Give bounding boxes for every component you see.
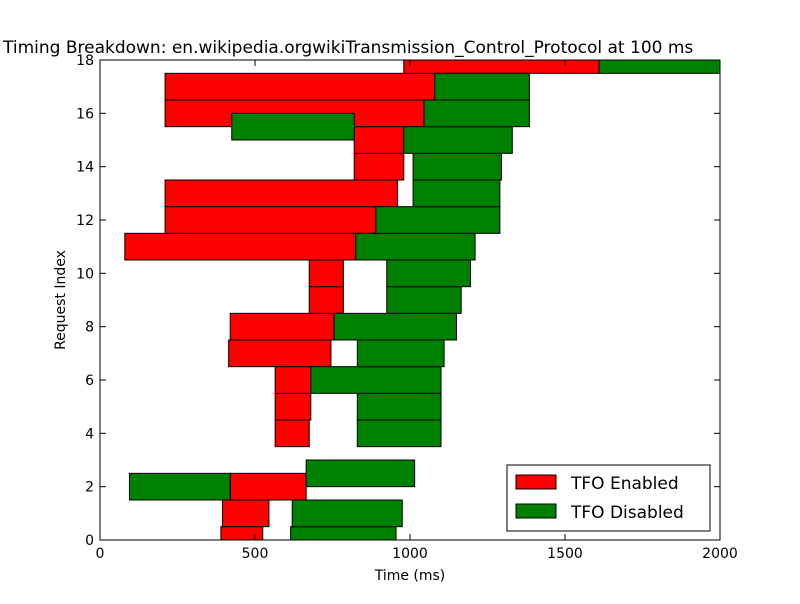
bar-tfo-enabled-12 bbox=[164, 179, 399, 208]
bar-tfo-enabled-17 bbox=[403, 59, 600, 74]
y-tick-label-6: 12 bbox=[76, 213, 94, 229]
bar-tfo-enabled-0 bbox=[220, 526, 264, 541]
x-tick-label-0: 0 bbox=[96, 546, 105, 562]
bar-tfo-disabled-18 bbox=[434, 72, 530, 101]
bar-tfo-disabled-5 bbox=[356, 392, 442, 421]
bar-tfo-disabled-7 bbox=[356, 339, 445, 368]
bar-tfo-disabled-17 bbox=[423, 99, 530, 128]
bar-tfo-disabled-16 bbox=[231, 112, 355, 141]
y-tick-label-7: 14 bbox=[76, 160, 94, 176]
y-tick-label-1: 2 bbox=[85, 480, 94, 496]
bar-tfo-enabled-9 bbox=[308, 259, 344, 288]
bar-tfo-disabled-1 bbox=[291, 499, 403, 528]
bar-tfo-enabled-7 bbox=[229, 312, 335, 341]
bars-layer bbox=[124, 59, 721, 541]
y-tick-label-9: 18 bbox=[76, 53, 94, 69]
x-tick-label-3: 1500 bbox=[547, 546, 583, 562]
bar-tfo-enabled-2 bbox=[229, 472, 307, 501]
y-tick-label-5: 10 bbox=[76, 266, 94, 282]
ticks-layer: 0 500 1000 1500 2000 0 2 4 6 8 10 12 14 16 18 bbox=[76, 53, 738, 562]
bar-tfo-disabled-2 bbox=[128, 472, 231, 501]
legend-swatch-tfo-enabled bbox=[515, 474, 557, 490]
bar-tfo-disabled-15 bbox=[403, 126, 513, 154]
bar-tfo-enabled-16 bbox=[164, 72, 436, 101]
bar-tfo-disabled-0 bbox=[290, 526, 397, 541]
bar-tfo-enabled-6 bbox=[228, 339, 332, 368]
bar-tfo-disabled-6 bbox=[310, 366, 442, 394]
bar-tfo-enabled-14 bbox=[353, 126, 405, 154]
legend-label-tfo-disabled: TFO Disabled bbox=[570, 503, 684, 523]
legend-swatch-tfo-disabled bbox=[515, 503, 557, 519]
x-tick-label-4: 2000 bbox=[702, 546, 738, 562]
bar-tfo-disabled-10 bbox=[386, 259, 471, 288]
x-tick-label-1: 500 bbox=[242, 546, 269, 562]
bar-tfo-disabled-4 bbox=[356, 419, 442, 448]
bar-tfo-disabled-8 bbox=[333, 312, 457, 341]
y-tick-label-0: 0 bbox=[85, 533, 94, 549]
x-tick-label-2: 1000 bbox=[392, 546, 428, 562]
bar-tfo-disabled-13 bbox=[412, 179, 501, 208]
legend-label-tfo-enabled: TFO Enabled bbox=[570, 474, 679, 494]
bar-tfo-enabled-4 bbox=[274, 392, 312, 421]
bar-tfo-disabled-19 bbox=[598, 59, 721, 74]
bar-tfo-enabled-8 bbox=[308, 286, 344, 314]
bar-tfo-enabled-1 bbox=[221, 499, 270, 528]
y-axis-label: Request Index bbox=[53, 250, 69, 350]
bar-tfo-enabled-11 bbox=[164, 206, 377, 234]
bar-tfo-disabled-12 bbox=[375, 206, 501, 234]
y-tick-label-3: 6 bbox=[85, 373, 94, 389]
x-axis-label: Time (ms) bbox=[374, 568, 446, 584]
bar-tfo-disabled-9 bbox=[386, 286, 462, 314]
bar-tfo-enabled-10 bbox=[124, 232, 357, 261]
bar-tfo-disabled-3 bbox=[305, 459, 416, 488]
legend: TFO Enabled TFO Disabled bbox=[506, 464, 711, 532]
bar-tfo-disabled-14 bbox=[412, 152, 502, 181]
bar-tfo-enabled-3 bbox=[274, 419, 310, 448]
y-tick-label-8: 16 bbox=[76, 106, 94, 122]
y-tick-label-2: 4 bbox=[85, 426, 94, 442]
bar-tfo-enabled-5 bbox=[274, 366, 312, 394]
y-tick-label-4: 8 bbox=[85, 320, 94, 336]
chart-title: Timing Breakdown: en.wikipedia.orgwikiTr… bbox=[2, 38, 693, 58]
bar-tfo-enabled-13 bbox=[353, 152, 405, 181]
bar-tfo-disabled-11 bbox=[355, 232, 476, 261]
